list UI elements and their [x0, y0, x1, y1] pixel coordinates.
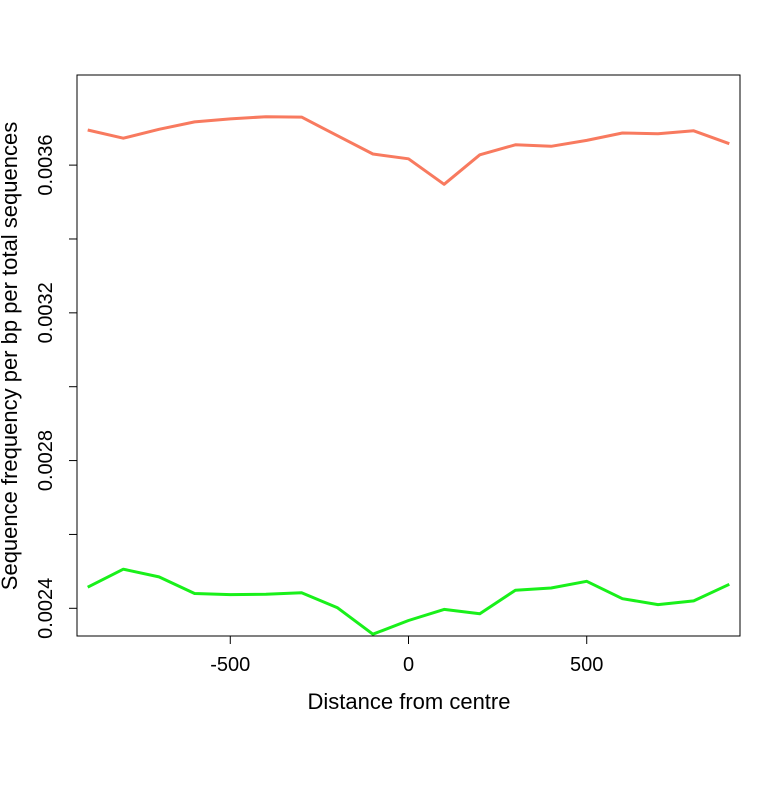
- x-tick-label: 0: [403, 654, 414, 676]
- series-layer: [87, 115, 730, 636]
- y-axis: 0.0024 0.0028 0.0032 0.0036: [35, 135, 78, 639]
- y-tick-label: 0.0024: [35, 578, 57, 639]
- x-axis-title: Distance from centre: [308, 689, 511, 714]
- series-line-1: [87, 115, 730, 186]
- x-tick-label: 500: [570, 654, 603, 676]
- x-tick-label: -500: [210, 654, 250, 676]
- y-tick-label: 0.0028: [35, 430, 57, 491]
- x-axis: -500 0 500: [210, 635, 603, 676]
- y-tick-label: 0.0036: [35, 135, 57, 196]
- series-line-2: [87, 567, 730, 636]
- y-tick-label: 0.0032: [35, 282, 57, 343]
- y-axis-title: Sequence frequency per bp per total sequ…: [0, 122, 22, 590]
